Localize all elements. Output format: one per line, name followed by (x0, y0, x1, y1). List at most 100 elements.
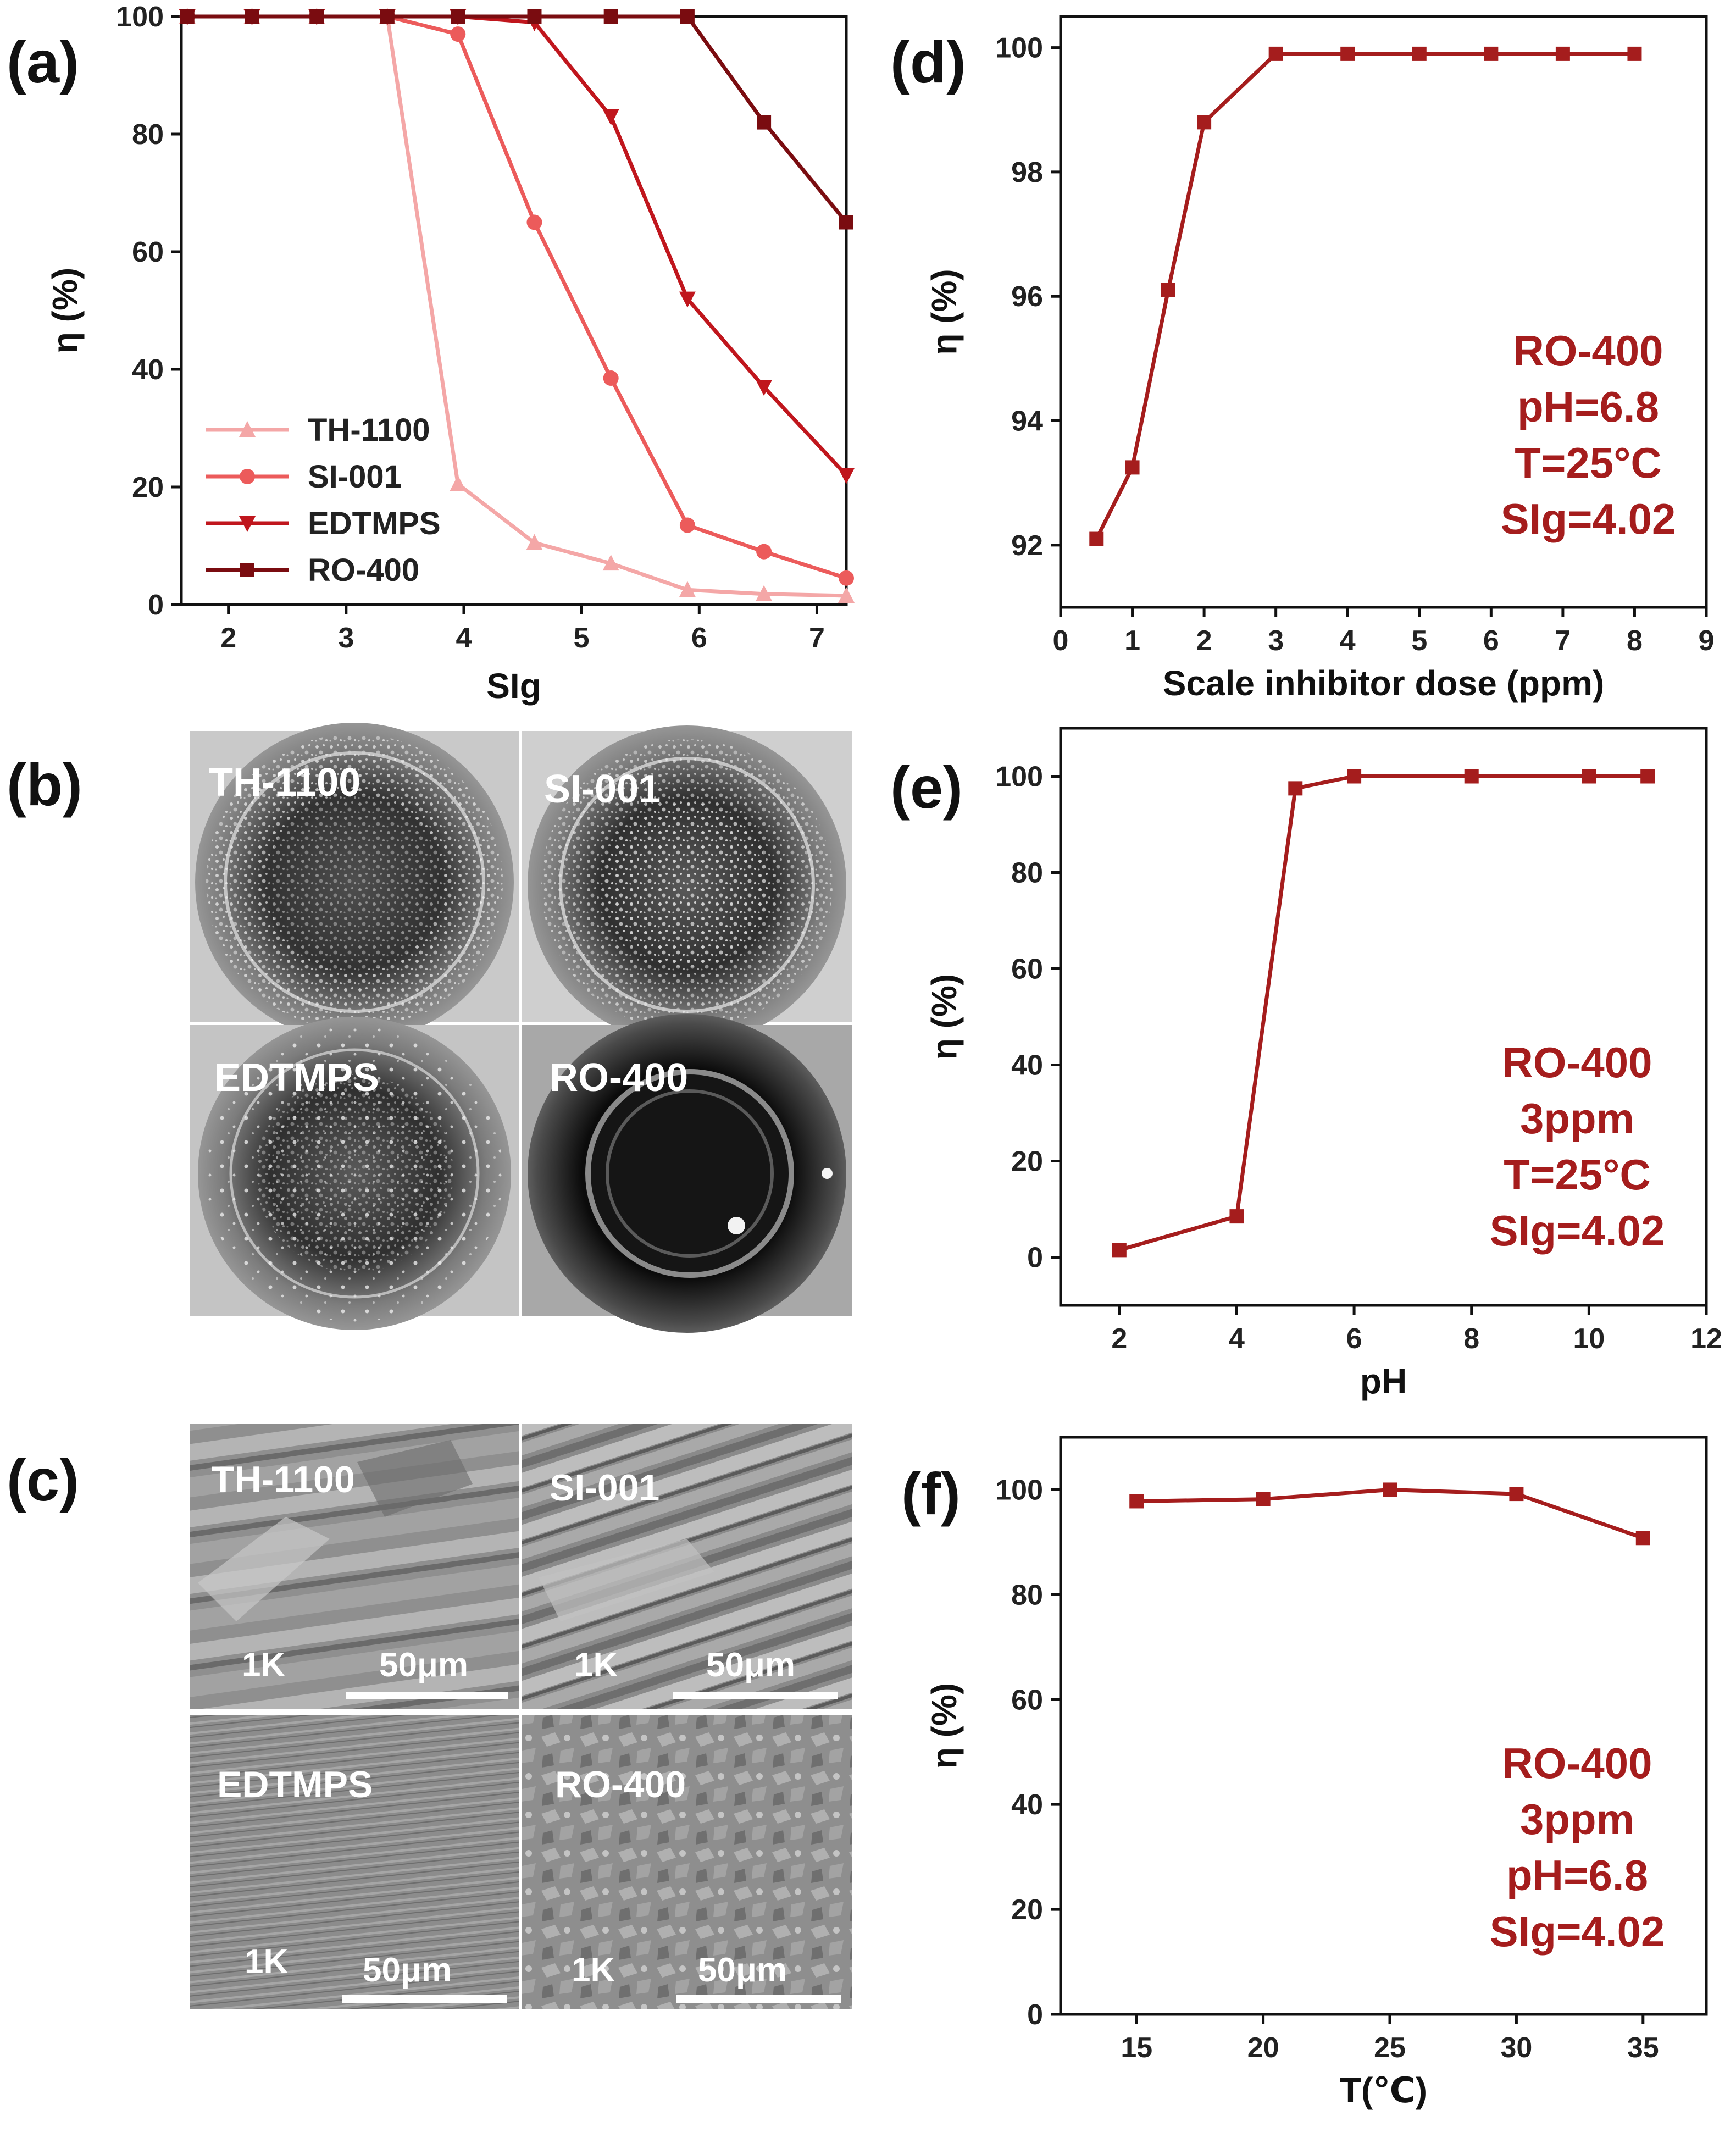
data-point-a-si-001 (603, 370, 619, 386)
data-point-a-si-001 (450, 26, 466, 42)
data-point-a-th-1100 (450, 475, 467, 491)
panel-label-f: (f) (901, 1460, 961, 1527)
beaker-photo-edtmps: EDTMPS (190, 1017, 519, 1330)
data-point-a-ro-400 (309, 9, 324, 24)
x-tick-label-d: 3 (1268, 625, 1284, 657)
data-point-a-th-1100 (756, 585, 773, 601)
sem-scalebar-label-si-001: 50μm (706, 1646, 795, 1684)
x-tick-label-e: 10 (1573, 1323, 1605, 1355)
sem-label-th-1100: TH-1100 (212, 1459, 355, 1500)
data-point-a-ro-400 (680, 9, 695, 24)
x-tick-label-d: 6 (1483, 625, 1499, 657)
series-line-f-ro-400 (1136, 1487, 1644, 1540)
data-point-e-ro-400 (1582, 769, 1596, 784)
x-tick-label-d: 9 (1699, 625, 1715, 657)
y-tick-label-e: 0 (1027, 1242, 1043, 1274)
data-point-a-ro-400 (380, 9, 395, 24)
x-tick-label-e: 8 (1463, 1323, 1479, 1355)
data-point-a-edtmps (602, 109, 619, 125)
y-tick-label-e: 60 (1011, 954, 1043, 985)
annotation-d-1: pH=6.8 (1517, 383, 1659, 431)
legend-marker-si-001 (240, 469, 255, 484)
data-point-d-ro-400 (1340, 46, 1355, 61)
y-tick-label-d: 94 (1011, 406, 1043, 437)
x-tick-label-a: 3 (338, 622, 354, 654)
beaker-label-edtmps: EDTMPS (214, 1056, 379, 1100)
data-point-d-ro-400 (1197, 115, 1212, 130)
y-tick-label-d: 96 (1011, 281, 1043, 313)
data-point-a-ro-400 (180, 9, 195, 24)
y-tick-label-e: 80 (1011, 857, 1043, 889)
data-point-f-ro-400 (1383, 1482, 1397, 1497)
data-point-d-ro-400 (1484, 46, 1499, 61)
y-tick-label-a: 0 (148, 589, 164, 621)
annotation-f-2: pH=6.8 (1506, 1851, 1648, 1899)
plot-frame-a (180, 15, 848, 606)
y-axis-title-a: η (%) (45, 268, 85, 353)
x-tick-label-e: 12 (1690, 1323, 1722, 1355)
beaker-label-si-001: SI-001 (544, 767, 661, 811)
panel-label-e: (e) (890, 754, 963, 821)
sem-image-si-001: SI-001 1K 50μm (522, 1424, 852, 1709)
plot-frame-d (1059, 15, 1708, 609)
series-line-a-ro-400 (187, 14, 848, 224)
data-point-a-ro-400 (245, 9, 259, 24)
data-point-a-ro-400 (451, 9, 465, 24)
sem-magnification-edtmps: 1K (245, 1943, 288, 1981)
data-point-d-ro-400 (1268, 46, 1283, 61)
data-point-a-si-001 (526, 214, 542, 230)
x-tick-label-d: 1 (1124, 625, 1140, 657)
x-axis-title-a: SIg (486, 666, 541, 706)
x-tick-label-d: 5 (1411, 625, 1427, 657)
chart-d-efficiency-vs-dose: 0 1 2 3 4 5 6 7 8 9 92 94 96 98 100 Scale inhibitor dos… (924, 15, 1715, 703)
data-point-d-ro-400 (1555, 46, 1570, 61)
data-point-e-ro-400 (1229, 1209, 1244, 1224)
annotation-d-2: T=25°C (1515, 439, 1661, 487)
data-point-d-ro-400 (1412, 46, 1427, 61)
panel-label-a: (a) (7, 29, 79, 95)
data-point-e-ro-400 (1288, 781, 1303, 796)
y-tick-label-a: 60 (132, 236, 164, 268)
x-tick-label-a: 2 (220, 622, 236, 654)
x-axis-title-d: Scale inhibitor dose (ppm) (1163, 663, 1605, 703)
beaker-photo-si-001: SI-001 (522, 725, 852, 1044)
annotation-e-0: RO-400 (1502, 1038, 1652, 1087)
series-line-a-th-1100 (187, 14, 847, 598)
sem-scalebar-edtmps (342, 1995, 507, 2003)
data-point-a-edtmps (838, 468, 855, 484)
legend-label-ro-400: RO-400 (308, 552, 419, 588)
annotation-f-3: SIg=4.02 (1490, 1907, 1665, 1956)
x-tick-label-a: 7 (809, 622, 825, 654)
data-point-a-edtmps (679, 291, 696, 308)
legend-label-th-1100: TH-1100 (308, 412, 430, 448)
sem-label-edtmps: EDTMPS (217, 1764, 373, 1805)
x-tick-label-d: 2 (1196, 625, 1212, 657)
annotation-e-2: T=25°C (1504, 1150, 1650, 1199)
sem-scalebar-ro-400 (676, 1995, 841, 2003)
y-tick-label-a: 80 (132, 119, 164, 151)
y-tick-label-e: 20 (1011, 1146, 1043, 1178)
data-point-e-ro-400 (1640, 769, 1655, 784)
y-tick-label-f: 80 (1011, 1579, 1043, 1611)
y-tick-label-e: 40 (1011, 1050, 1043, 1082)
data-point-f-ro-400 (1256, 1492, 1271, 1506)
x-tick-label-f: 20 (1247, 2032, 1279, 2064)
annotation-f-0: RO-400 (1502, 1739, 1652, 1787)
sem-magnification-ro-400: 1K (572, 1951, 615, 1989)
annotation-e-1: 3ppm (1520, 1094, 1634, 1143)
beaker-label-th-1100: TH-1100 (209, 761, 360, 805)
data-point-a-th-1100 (526, 534, 543, 550)
sem-magnification-th-1100: 1K (242, 1646, 285, 1684)
x-tick-label-d: 7 (1555, 625, 1571, 657)
y-tick-label-a: 40 (132, 354, 164, 386)
x-tick-label-f: 30 (1500, 2032, 1532, 2064)
data-point-d-ro-400 (1161, 283, 1175, 297)
x-tick-label-d: 4 (1340, 625, 1356, 657)
data-point-a-si-001 (679, 517, 695, 533)
annotation-d-0: RO-400 (1513, 326, 1663, 375)
y-tick-label-f: 100 (995, 1474, 1043, 1506)
chart-e-efficiency-vs-ph: 2 4 6 8 10 12 0 20 40 60 80 100 pH η (%) RO-400 3ppm T=2… (924, 727, 1722, 1401)
y-axis-title-d: η (%) (924, 269, 964, 355)
x-tick-label-a: 4 (456, 622, 472, 654)
data-point-a-th-1100 (602, 555, 619, 571)
